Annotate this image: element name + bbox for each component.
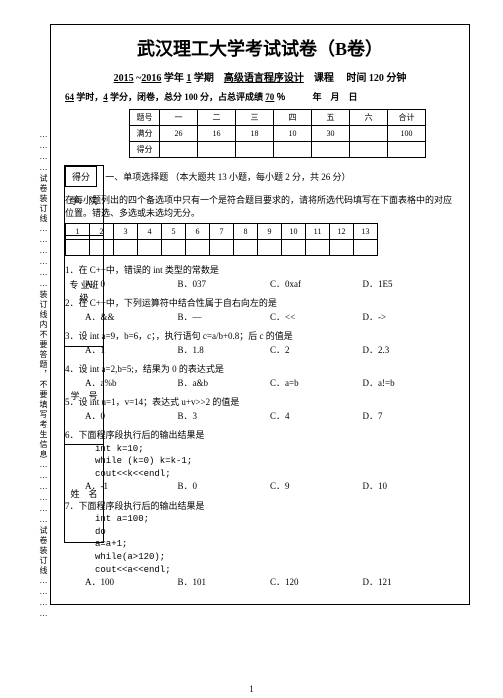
table-cell [282, 240, 306, 256]
q5: 5．设 int u=1，v=14；表达式 u+v>>2 的值是 A．0B．3C．… [65, 396, 455, 423]
table-cell [306, 240, 330, 256]
table-cell: 满分 [130, 126, 160, 142]
table-cell: 六 [350, 110, 388, 126]
table-cell [198, 142, 236, 158]
table-cell [350, 126, 388, 142]
subtitle: 2015 ~2016 学年 1 学期 高级语言程序设计 课程 时间 120 分钟 [65, 69, 455, 84]
table-cell: 合计 [388, 110, 426, 126]
table-cell: 一 [160, 110, 198, 126]
table-cell [186, 240, 210, 256]
table-cell [258, 240, 282, 256]
q4: 4．设 int a=2,b=5;，结果为 0 的表达式是 A．a%bB．a&bC… [65, 363, 455, 390]
table-cell [236, 142, 274, 158]
table-cell [114, 240, 138, 256]
q1: 1．在 C++中，错误的 int 类型的常数是 A．0B．037C．0xafD．… [65, 264, 455, 291]
score-box-row: 得分 一、单项选择题 （本大题共 13 小题，每小题 2 分，共 26 分） [65, 166, 455, 187]
q7: 7．下面程序段执行后的输出结果是 int a=100;do a=a+1;whil… [65, 500, 455, 590]
binding-note-line: …………试卷装订线………………装订线内不要答题，不要填写考生信息………………试卷… [43, 130, 49, 640]
table-cell: 五 [312, 110, 350, 126]
table-cell: 9 [258, 224, 282, 240]
table-cell: 6 [186, 224, 210, 240]
table-cell [234, 240, 258, 256]
table-cell: 二 [198, 110, 236, 126]
table-cell: 2 [90, 224, 114, 240]
table-cell: 8 [234, 224, 258, 240]
table-cell [66, 240, 90, 256]
table-cell: 100 [388, 126, 426, 142]
table-cell: 16 [198, 126, 236, 142]
table-cell: 13 [354, 224, 378, 240]
table-cell: 5 [162, 224, 186, 240]
table-cell: 10 [282, 224, 306, 240]
table-cell: 1 [66, 224, 90, 240]
table-cell: 得分 [130, 142, 160, 158]
table-cell: 7 [210, 224, 234, 240]
section-heading: 一、单项选择题 （本大题共 13 小题，每小题 2 分，共 26 分） [105, 172, 350, 182]
table-cell: 12 [330, 224, 354, 240]
table-cell: 三 [236, 110, 274, 126]
table-cell: 26 [160, 126, 198, 142]
table-cell: 题号 [130, 110, 160, 126]
table-cell: 10 [274, 126, 312, 142]
page-number: 1 [0, 684, 503, 694]
table-cell [160, 142, 198, 158]
table-cell: 11 [306, 224, 330, 240]
table-cell: 3 [114, 224, 138, 240]
table-cell: 30 [312, 126, 350, 142]
table-cell: 四 [274, 110, 312, 126]
q3: 3．设 int a=9，b=6，c；，执行语句 c=a/b+0.8；后 c 的值… [65, 330, 455, 357]
answer-table: 12345678910111213 [65, 223, 378, 256]
table-cell [350, 142, 388, 158]
table-cell [388, 142, 426, 158]
q2: 2．在 C++中，下列运算符中结合性属于自右向左的是 A．&&B．—C．<<D．… [65, 297, 455, 324]
table-cell [162, 240, 186, 256]
score-table: 题号一二三四五六合计 满分2616181030 100 得分 [129, 109, 426, 158]
table-cell [210, 240, 234, 256]
table-cell [90, 240, 114, 256]
table-cell: 18 [236, 126, 274, 142]
section-note: 在每小题列出的四个备选项中只有一个是符合题目要求的，请将所选代码填写在下面表格中… [65, 193, 455, 219]
table-cell [330, 240, 354, 256]
score-box: 得分 [65, 166, 97, 187]
table-cell [274, 142, 312, 158]
table-cell [312, 142, 350, 158]
exam-page: 武汉理工大学考试试卷（B卷） 2015 ~2016 学年 1 学期 高级语言程序… [50, 24, 470, 605]
table-cell [138, 240, 162, 256]
page-title: 武汉理工大学考试试卷（B卷） [65, 35, 455, 61]
table-cell [354, 240, 378, 256]
q6: 6．下面程序段执行后的输出结果是 int k=10;while (k=0) k=… [65, 429, 455, 494]
exam-meta: 64 学时，4 学分，闭卷，总分 100 分，占总评成绩 70 ％ 年 月 日 [65, 90, 455, 103]
table-cell: 4 [138, 224, 162, 240]
